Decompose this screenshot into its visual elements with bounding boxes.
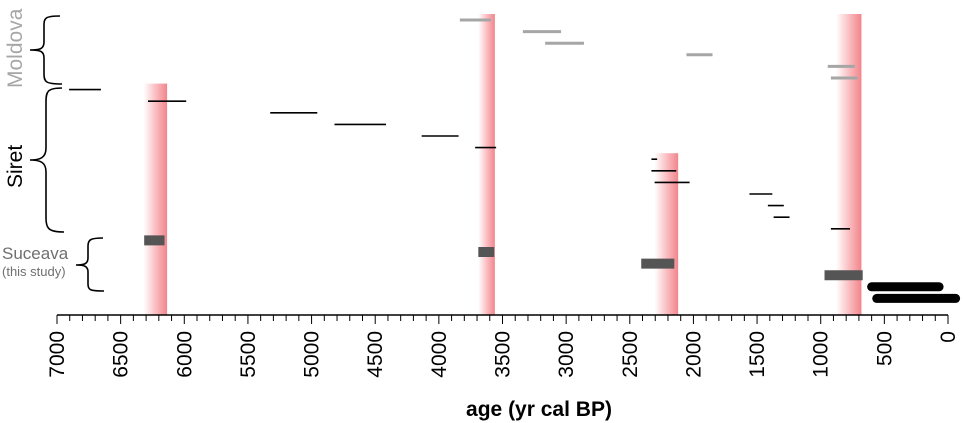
x-tick-label: 5000 [301,331,324,378]
group-label-suceava: Suceava [2,244,69,263]
x-tick-label: 1000 [810,331,833,378]
x-tick-label: 2500 [619,331,642,378]
x-tick-label: 500 [873,331,896,366]
age-ranges [69,18,961,303]
x-tick-label: 3500 [492,331,515,378]
x-axis: 7000 6500 6000 5500 5000 4500 4000 3500 3000 2500… [46,314,960,378]
x-tick-label: 6500 [110,331,133,378]
suceava-bracket [75,237,105,292]
group-label-moldova: Moldova [4,8,27,88]
x-axis-label: age (yr cal BP) [466,398,612,421]
highlight-band-1 [478,14,495,315]
x-tick-label: 5500 [237,331,260,378]
highlight-band-0 [143,83,168,315]
group-label-suceava-note: (this study) [2,264,66,279]
group-label-siret: Siret [4,145,27,188]
siret-bracket [29,87,65,233]
group-brackets [29,15,105,292]
highlight-band-3 [835,14,862,315]
x-tick-label: 3000 [555,331,578,378]
highlight-band-2 [654,153,679,315]
x-tick-label: 6000 [173,331,196,378]
x-tick-label: 0 [937,331,960,343]
highlight-bands [143,14,862,315]
x-tick-label: 7000 [46,331,69,378]
x-tick-label: 4500 [364,331,387,378]
moldova-bracket [29,15,63,85]
x-tick-label: 2000 [682,331,705,378]
x-tick-label: 4000 [428,331,451,378]
x-tick-label: 1500 [746,331,769,378]
